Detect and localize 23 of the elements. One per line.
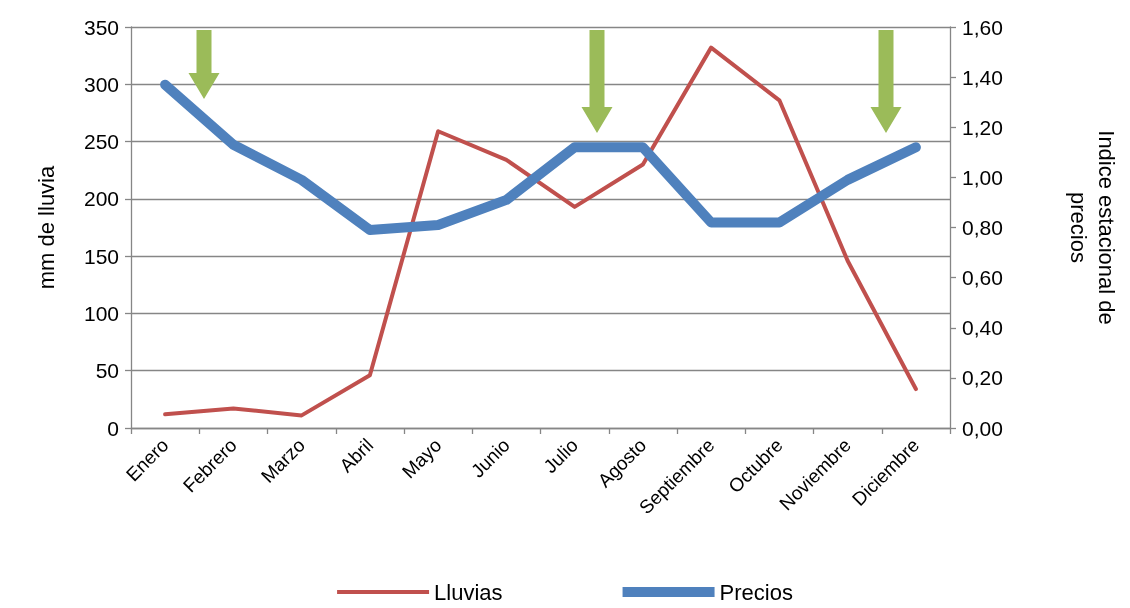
y-tick-label: 150 [83, 244, 119, 268]
y2-tick-label: 0,40 [962, 316, 1003, 340]
y-tick-label: 300 [83, 72, 119, 96]
y2-tick-label: 0,60 [962, 266, 1003, 290]
y-axis-title: mm de lluvia [33, 165, 59, 290]
x-tick-label: Julio [539, 434, 583, 478]
y-tick-label: 250 [83, 130, 119, 154]
y2-tick-label: 1,00 [962, 165, 1003, 189]
y2-tick-label: 1,20 [962, 115, 1003, 139]
y2-tick-label: 0,80 [962, 216, 1003, 239]
y2-tick-label: 1,40 [962, 65, 1003, 89]
y2-axis-title: Indice estacional de precios [1065, 130, 1119, 325]
y-tick-label: 50 [95, 359, 119, 383]
y-tick-label: 350 [83, 15, 119, 39]
y2-tick-label: 1,60 [962, 15, 1003, 39]
legend-label: Lluvias [434, 579, 503, 605]
y2-tick-label: 0,20 [962, 366, 1003, 390]
y2-tick-label: 0,00 [962, 416, 1003, 440]
y-tick-label: 100 [83, 301, 119, 325]
line-series [163, 45, 918, 418]
y-tick-label: 0 [107, 416, 119, 440]
y-tick-label: 200 [83, 187, 119, 211]
legend-label: Precios [719, 579, 793, 605]
